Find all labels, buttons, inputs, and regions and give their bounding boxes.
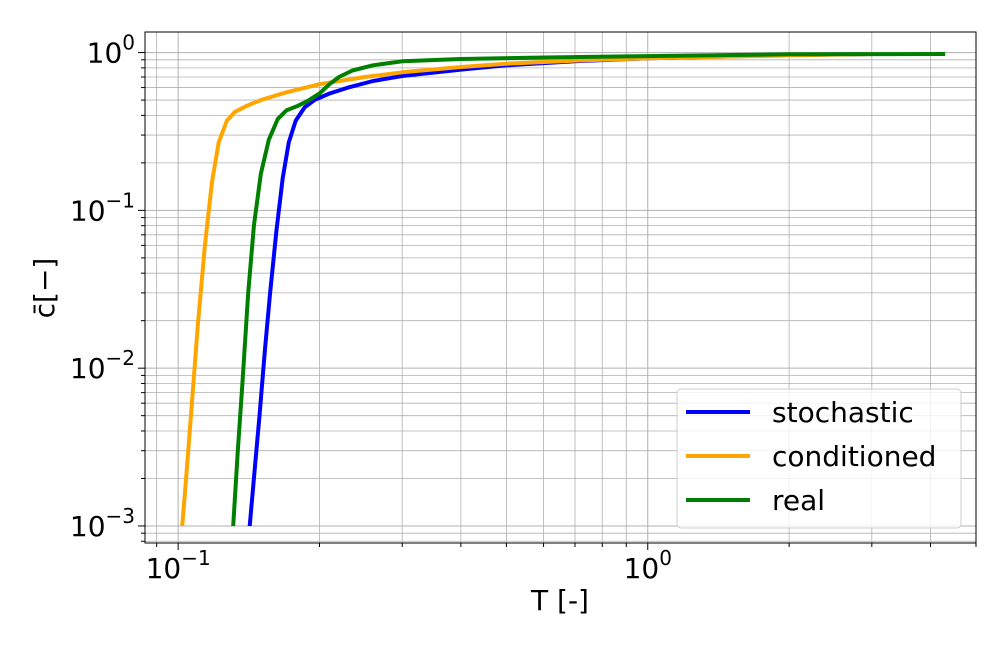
axis-ticks: [138, 52, 977, 550]
x-tick-label: 10−1: [146, 546, 211, 585]
series-layer: [180, 52, 946, 527]
y-tick-label: 10−2: [70, 346, 135, 385]
series-line-conditioned: [180, 52, 872, 527]
legend-label-conditioned: conditioned: [772, 440, 936, 473]
legend-box: [676, 388, 962, 529]
legend-label-real: real: [772, 484, 825, 517]
legend: stochastic conditioned real: [676, 388, 962, 529]
tick-labels: 10−1 100 10−3 10−2 10−1 100: [70, 31, 672, 585]
legend-label-stochastic: stochastic: [772, 396, 914, 429]
y-axis-label: c̄[−]: [28, 258, 61, 319]
x-axis-label: T [-]: [530, 584, 589, 617]
y-tick-label: 10−1: [70, 188, 135, 227]
plot-area-frame: [144, 31, 977, 544]
y-tick-label: 10−3: [70, 504, 135, 543]
series-line-real: [231, 52, 946, 527]
y-tick-label: 100: [87, 31, 135, 70]
x-tick-label: 100: [624, 546, 672, 585]
